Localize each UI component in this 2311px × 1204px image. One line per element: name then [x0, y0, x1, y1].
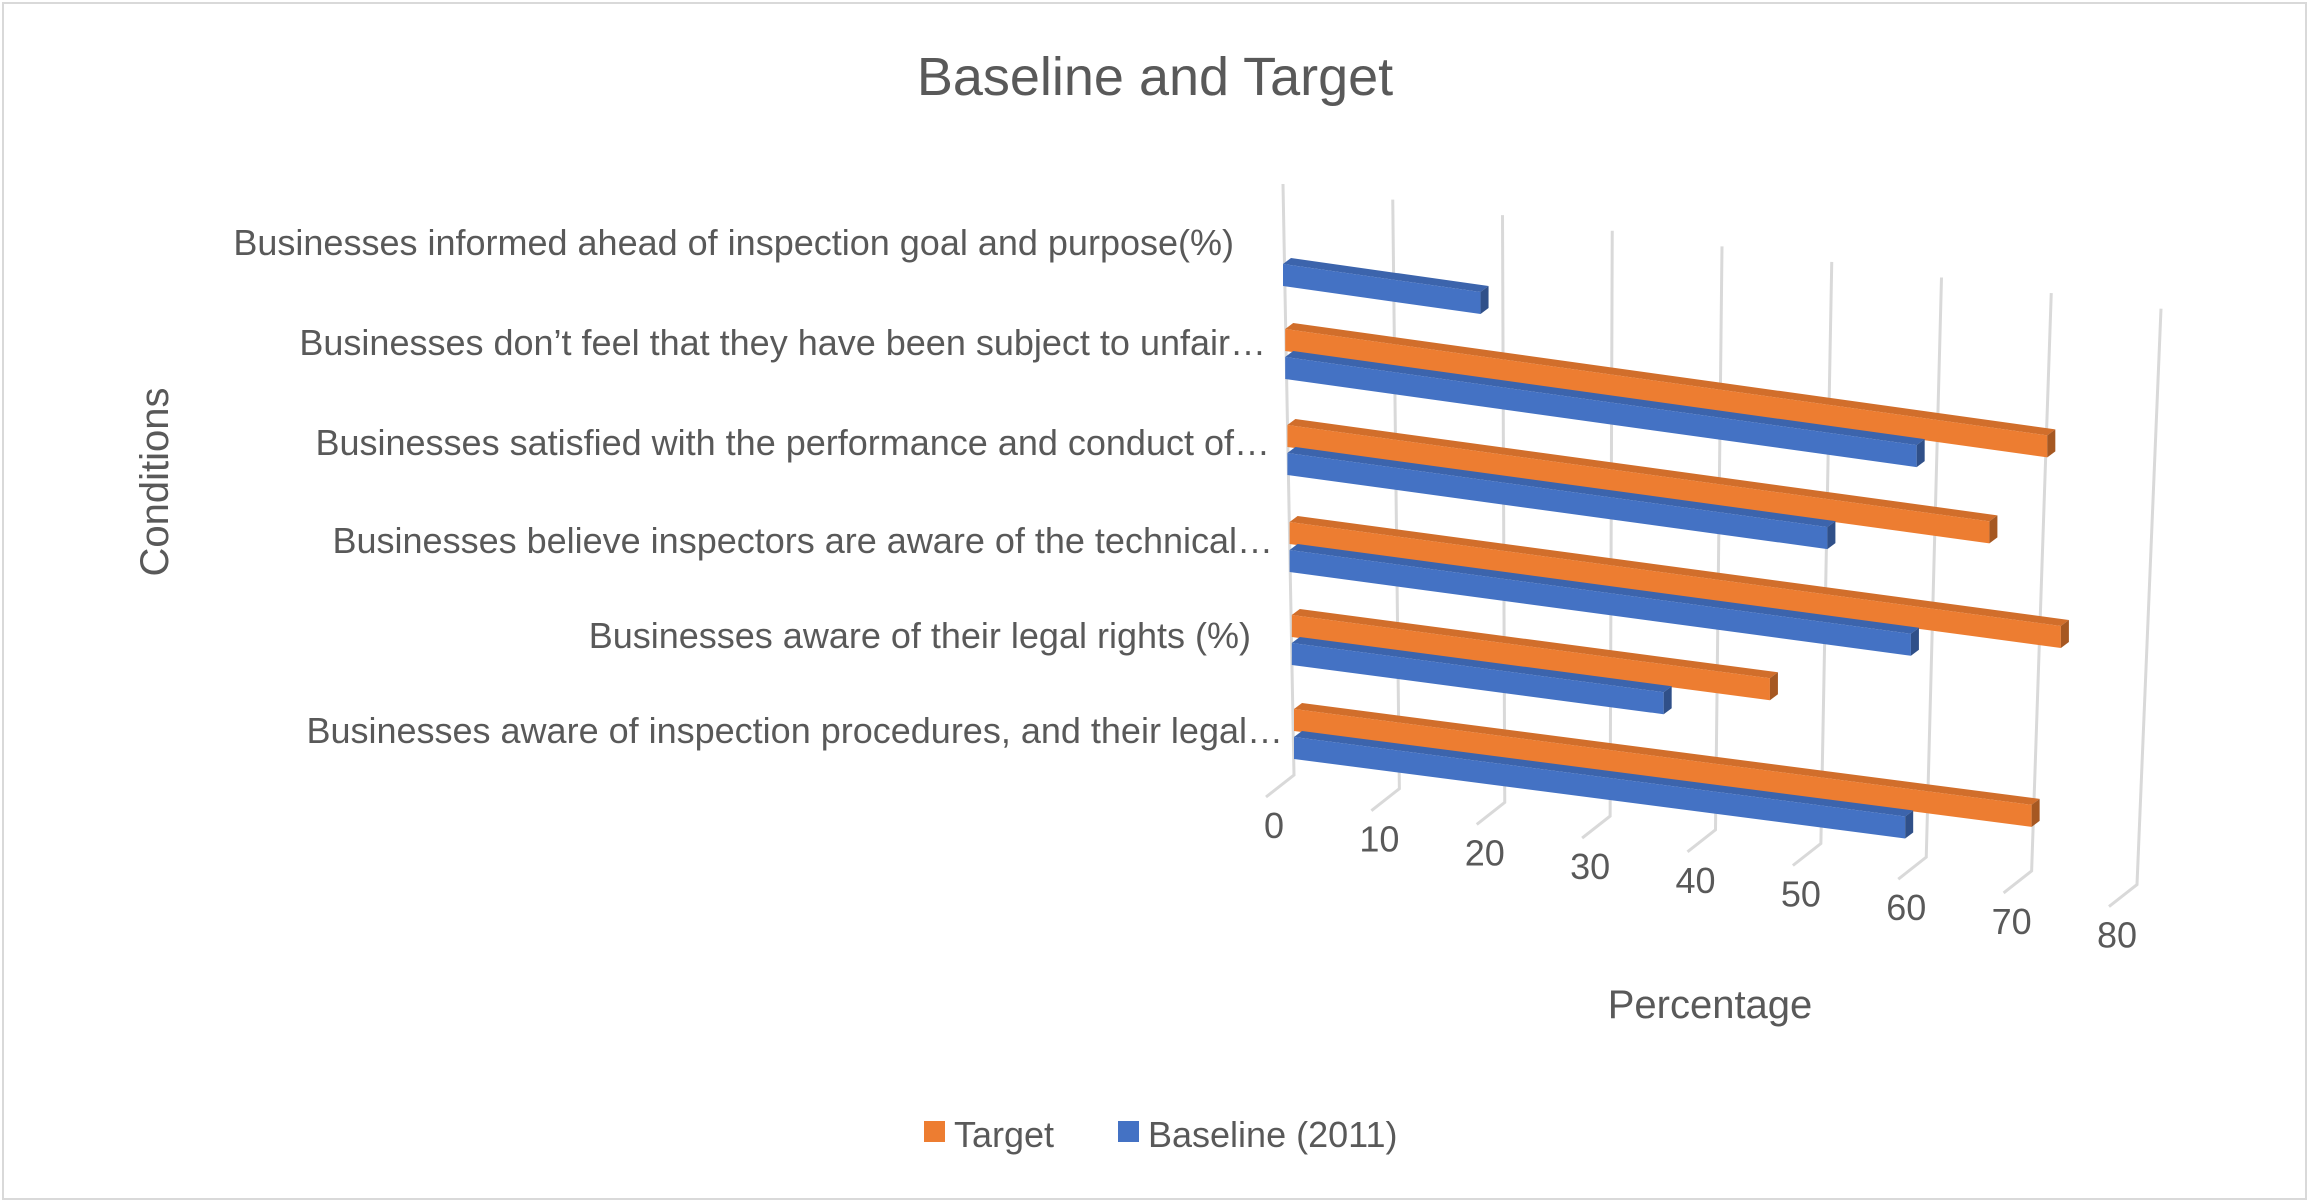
x-tick-label: 50 — [1781, 873, 1821, 914]
bar-end-cap — [2031, 798, 2040, 827]
bar-top-face — [1289, 516, 2069, 626]
bar-front-face — [1289, 522, 2061, 648]
target-bar — [1294, 703, 2040, 827]
bar-end-cap — [1905, 810, 1914, 839]
bar-top-face — [1287, 447, 1836, 528]
bar-front-face — [1283, 264, 1481, 315]
target-bar — [1287, 419, 1998, 544]
legend-label: Target — [954, 1114, 1054, 1155]
bar-front-face — [1285, 329, 2048, 458]
bar-top-face — [1294, 703, 2040, 805]
bar-top-face — [1291, 609, 1778, 679]
legend-swatch — [1118, 1121, 1139, 1142]
bar-end-cap — [2060, 619, 2069, 648]
bar-end-cap — [1989, 515, 1998, 544]
legend-item: Target — [924, 1114, 1054, 1155]
x-tick-label: 10 — [1359, 819, 1399, 860]
baseline-bar — [1285, 351, 1925, 468]
bar-top-face — [1285, 351, 1925, 446]
gridline-70 — [2002, 293, 2053, 895]
gridline-50 — [1791, 261, 1834, 867]
baseline-bar — [1289, 544, 1919, 656]
legend-swatch — [924, 1121, 945, 1142]
bar-top-face — [1294, 731, 1914, 817]
bar-end-cap — [2047, 429, 2056, 458]
legend-label: Baseline (2011) — [1148, 1114, 1398, 1155]
target-bar — [1291, 609, 1778, 701]
category-label: Businesses aware of inspection procedure… — [306, 710, 1283, 751]
category-labels: Businesses informed ahead of inspection … — [233, 222, 1283, 751]
baseline-bar — [1294, 731, 1914, 839]
bar-top-face — [1285, 323, 2056, 436]
x-tick-labels: 0 10 20 30 40 50 60 70 80 — [1264, 805, 2137, 956]
gridline-40 — [1686, 246, 1724, 853]
legend-item: Baseline (2011) — [1118, 1114, 1398, 1155]
chart-title: Baseline and Target — [917, 47, 1393, 107]
bar-top-face — [1289, 544, 1919, 634]
bar-top-face — [1283, 258, 1489, 293]
bar-top-face — [1291, 637, 1672, 693]
x-tick-label: 60 — [1886, 887, 1926, 928]
baseline-bar — [1291, 637, 1672, 715]
bar-front-face — [1285, 357, 1917, 468]
category-label: Businesses don’t feel that they have bee… — [299, 322, 1266, 363]
category-label: Businesses believe inspectors are aware … — [333, 520, 1274, 561]
bar-front-face — [1287, 453, 1828, 550]
bar-end-cap — [1827, 521, 1836, 550]
bar-end-cap — [1480, 286, 1489, 315]
gridline-10 — [1370, 199, 1401, 812]
bar-front-face — [1294, 709, 2032, 827]
x-tick-label: 40 — [1675, 860, 1715, 901]
bar-front-face — [1289, 550, 1911, 656]
bar-front-face — [1291, 615, 1770, 701]
bar-top-face — [1287, 419, 1998, 522]
x-tick-label: 0 — [1264, 805, 1284, 846]
bar-front-face — [1287, 425, 1990, 544]
gridline-0 — [1265, 183, 1296, 799]
category-label: Businesses satisfied with the performanc… — [315, 422, 1270, 463]
category-label: Businesses informed ahead of inspection … — [233, 222, 1234, 263]
bar-end-cap — [1769, 672, 1778, 701]
grid-layer — [1265, 183, 2163, 908]
x-tick-label: 30 — [1570, 846, 1610, 887]
target-bar — [1289, 516, 2069, 648]
baseline-bar — [1287, 447, 1836, 550]
bar-end-cap — [1910, 627, 1919, 656]
gridline-30 — [1581, 230, 1614, 840]
x-tick-label: 80 — [2097, 915, 2137, 956]
bar-front-face — [1291, 643, 1664, 715]
baseline-bar — [1283, 258, 1489, 315]
bar-end-cap — [1916, 439, 1925, 468]
gridline-20 — [1475, 215, 1507, 826]
category-label: Businesses aware of their legal rights (… — [589, 615, 1251, 656]
x-tick-label: 20 — [1465, 832, 1505, 873]
bars — [1283, 258, 2069, 839]
bar-front-face — [1294, 737, 1906, 839]
x-axis-title: Percentage — [1608, 983, 1813, 1027]
target-bar — [1285, 323, 2056, 458]
x-tick-label: 70 — [1992, 901, 2032, 942]
legend: Target Baseline (2011) — [924, 1114, 1398, 1155]
gridline-60 — [1897, 277, 1943, 881]
y-axis-title: Conditions — [133, 387, 177, 576]
gridline-80 — [2108, 308, 2163, 908]
bar-end-cap — [1663, 686, 1672, 715]
